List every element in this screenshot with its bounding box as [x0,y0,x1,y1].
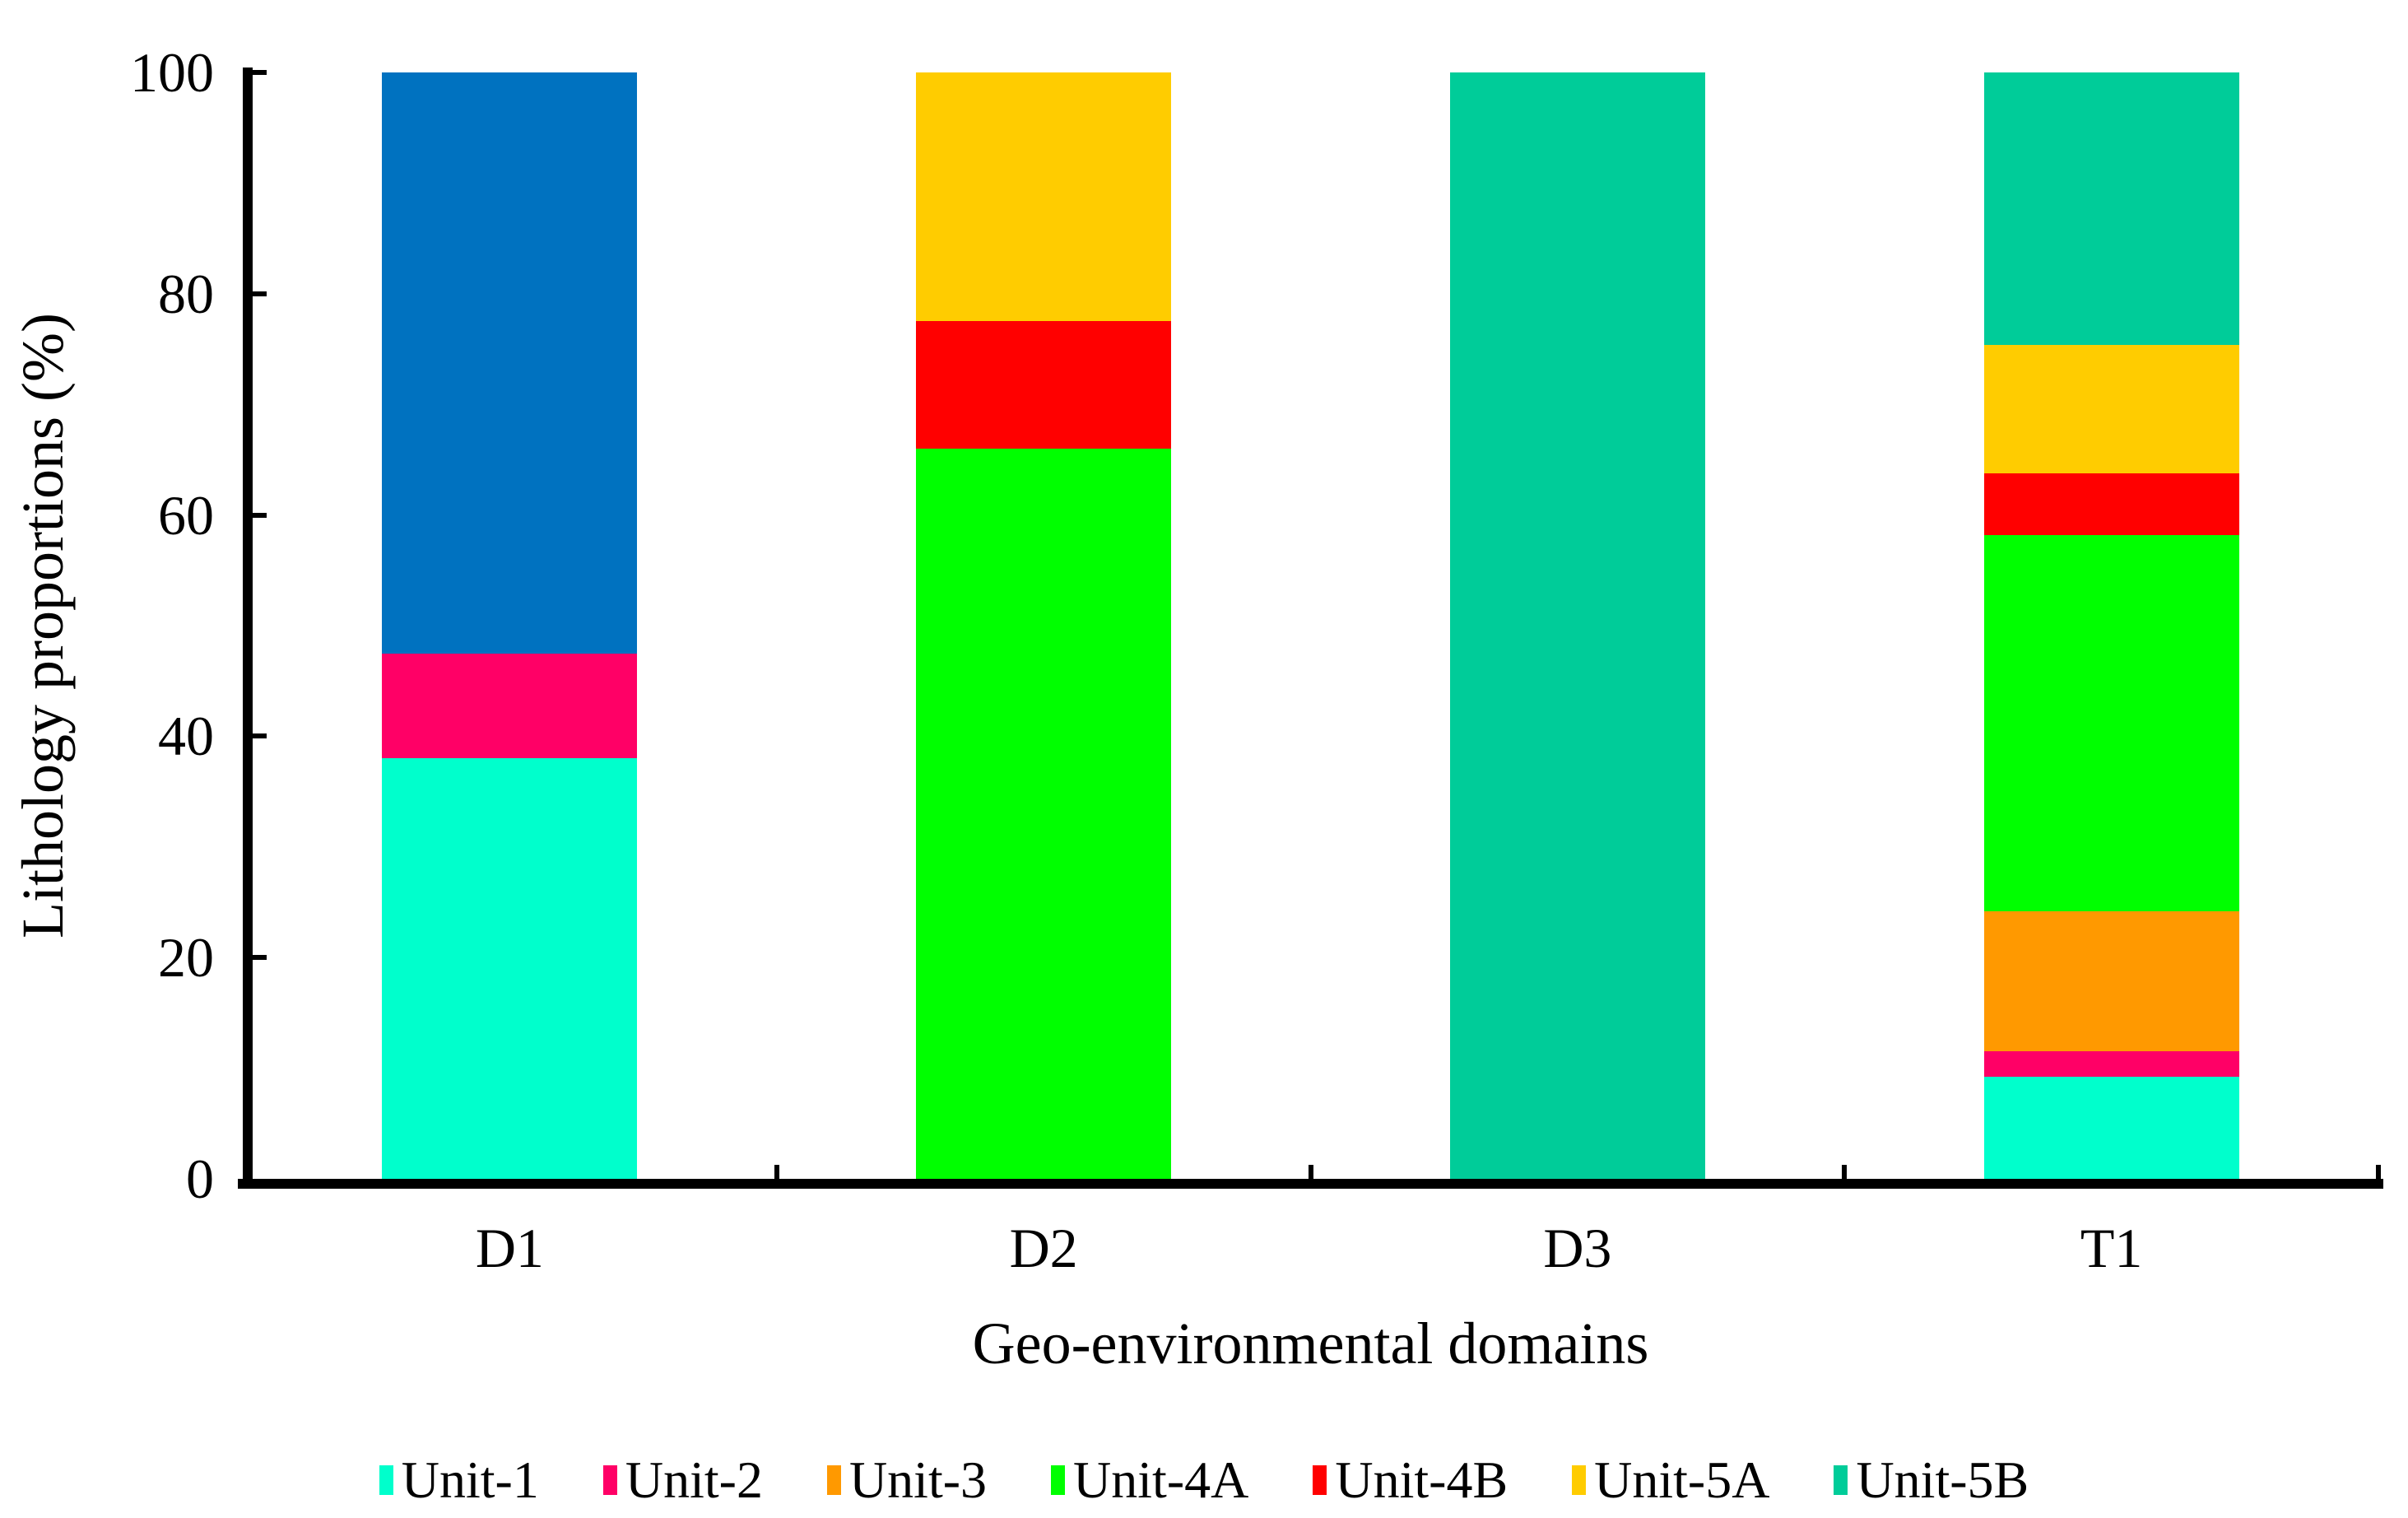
y-tick-100 [253,70,267,75]
y-axis-title: Lithology proportions (%) [10,313,76,938]
legend-label-Unit-3: Unit-3 [848,1450,988,1509]
x-axis-title: Geo-environmental domains [972,1311,1649,1376]
y-axis-line [243,68,253,1188]
y-tick-60 [253,512,267,518]
x-tick-1 [774,1165,779,1179]
legend-item-Unit-5A: Unit-5A [1572,1450,1769,1510]
bar-segment-T1-Unit-5A [1983,344,2239,473]
y-tick-label-100: 100 [130,41,214,104]
legend: Unit-1 Unit-2 Unit-3 Unit-4A Unit-4B Unit-5A U… [0,1450,2408,1510]
bar-segment-T1-Unit-4B [1983,473,2239,535]
y-tick-label-0: 0 [186,1148,214,1210]
legend-label-Unit-5A: Unit-5A [1594,1450,1770,1509]
y-tick-label-80: 80 [158,262,214,325]
legend-swatch-Unit-4A [1051,1465,1066,1495]
bar-segment-T1-Unit-1 [1983,1077,2239,1179]
bar-segment-D2-Unit-4B [916,321,1172,449]
x-tick-4 [2376,1165,2381,1179]
legend-swatch-Unit-3 [826,1465,841,1495]
bar-segment-D3-Unit-5B [1449,72,1705,1179]
bar-segment-D1-Unit-1 [382,758,638,1179]
bar-segment-D2-Unit-4A [916,448,1172,1179]
x-category-label-T1: T1 [2080,1217,2143,1279]
y-tick-80 [253,291,267,296]
bar-segment-T1-Unit-3 [1983,910,2239,1052]
legend-label-Unit-2: Unit-2 [625,1450,763,1509]
legend-label-Unit-1: Unit-1 [401,1450,539,1509]
legend-swatch-Unit-1 [379,1465,393,1495]
x-tick-2 [1308,1165,1313,1179]
bar-segment-T1-Unit-5B [1983,72,2239,345]
legend-swatch-Unit-4B [1313,1465,1327,1495]
bar-segment-T1-Unit-4A [1983,534,2239,911]
x-category-label-D3: D3 [1543,1217,1612,1279]
legend-item-Unit-4B: Unit-4B [1313,1450,1508,1510]
y-tick-label-40: 40 [158,705,214,768]
legend-label-Unit-5B: Unit-5B [1856,1450,2029,1509]
legend-swatch-Unit-2 [602,1465,617,1495]
bar-segment-D1-Unit-2 [382,653,638,759]
legend-label-Unit-4A: Unit-4A [1073,1450,1249,1509]
bar-segment-D2-Unit-5A [916,72,1172,322]
x-category-label-D1: D1 [475,1217,544,1279]
legend-item-Unit-4A: Unit-4A [1051,1450,1248,1510]
y-tick-label-60: 60 [158,483,214,547]
bar-segment-T1-Unit-2 [1983,1051,2239,1078]
legend-swatch-Unit-5A [1572,1465,1587,1495]
y-tick-20 [253,955,267,961]
legend-label-Unit-4B: Unit-4B [1335,1450,1508,1509]
y-tick-40 [253,733,267,739]
legend-item-Unit-1: Unit-1 [379,1450,539,1510]
bar-segment-D1-unlabeled-blue-segment [382,72,638,654]
legend-item-Unit-3: Unit-3 [826,1450,988,1510]
x-category-label-D2: D2 [1009,1217,1078,1279]
legend-item-Unit-2: Unit-2 [602,1450,763,1510]
x-tick-3 [1842,1165,1848,1179]
x-axis-line [238,1179,2383,1189]
legend-swatch-Unit-5B [1834,1465,1848,1495]
legend-item-Unit-5B: Unit-5B [1834,1450,2029,1510]
y-tick-label-20: 20 [158,926,214,989]
